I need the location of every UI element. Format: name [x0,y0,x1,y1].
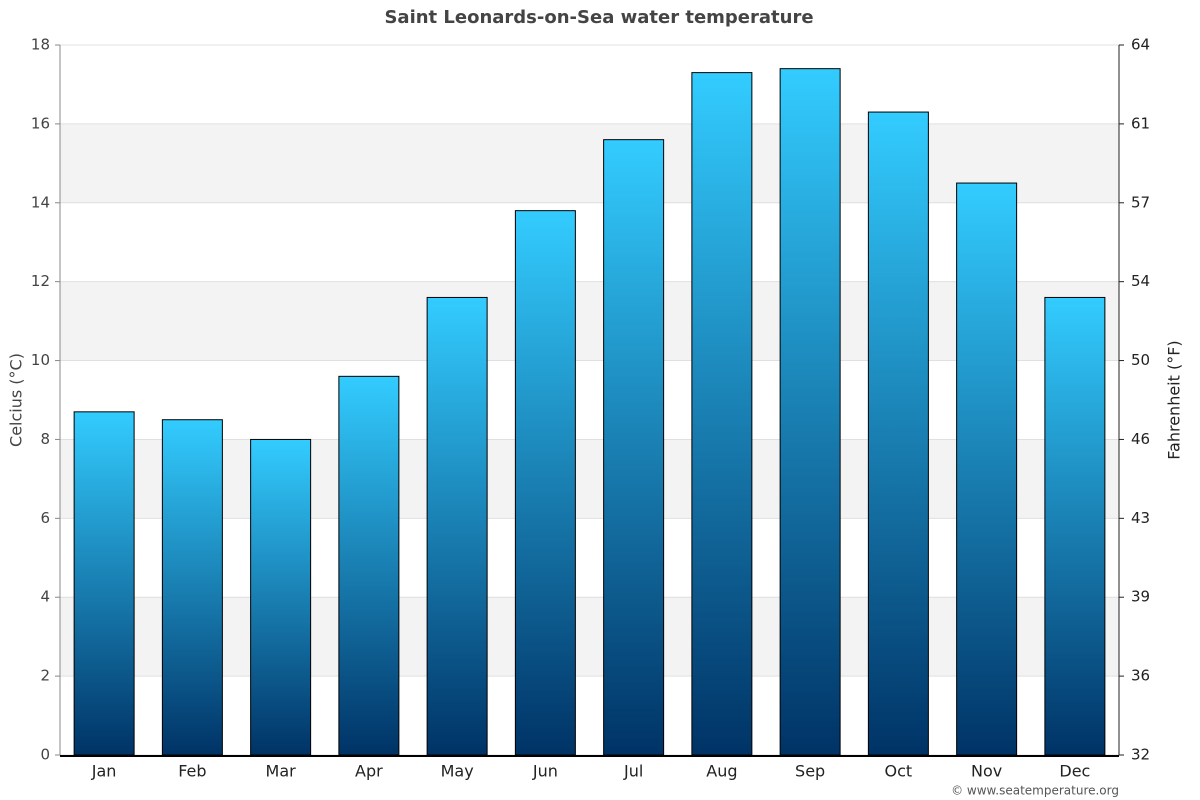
y-tick-label: 6 [40,509,50,527]
bar [250,438,312,756]
grid-band [60,597,1119,677]
y-tick-label: 12 [31,272,50,290]
x-tick-label: Apr [355,762,383,781]
x-tick-label: Nov [971,762,1002,781]
y-tick-label: 0 [40,746,50,764]
y2-tick-label: 57 [1131,193,1150,211]
y2-tick-label: 64 [1131,36,1150,54]
bar [603,139,665,756]
y-axis-title: Celcius (°C) [7,353,26,447]
y2-tick-label: 50 [1131,351,1150,369]
bar [73,411,135,756]
bar [161,419,223,756]
y2-axis-title: Fahrenheit (°F) [1165,340,1184,459]
bar [1044,296,1106,756]
y-tick-label: 14 [31,193,50,211]
y-tick-label: 16 [31,114,50,132]
bar [338,375,400,756]
source: © www.seatemperature.org [951,784,1119,798]
y2-tick-label: 43 [1131,509,1150,527]
y-tick-label: 2 [40,667,50,685]
x-tick-label: Jul [623,762,643,781]
grid-band [60,281,1119,361]
x-tick-label: Jan [91,762,117,781]
bar [426,296,488,756]
y-tick-label: 4 [40,588,50,606]
bar [779,68,841,756]
bar [956,182,1018,756]
y2-tick-label: 61 [1131,114,1150,132]
bar [867,111,929,756]
y2-tick-label: 32 [1131,746,1150,764]
chart-title: Saint Leonards-on-Sea water temperature [384,7,813,28]
y2-tick-label: 54 [1131,272,1150,290]
bar [691,72,753,756]
y2-tick-label: 39 [1131,588,1150,606]
x-tick-label: Sep [795,762,825,781]
x-tick-label: Mar [266,762,297,781]
x-tick-label: Jun [532,762,558,781]
y2-tick-label: 36 [1131,667,1150,685]
y-tick-label: 8 [40,430,50,448]
grid-band [60,123,1119,203]
x-tick-label: May [441,762,474,781]
bar [514,210,576,756]
x-tick-label: Aug [706,762,737,781]
x-tick-label: Dec [1059,762,1090,781]
y-tick-label: 18 [31,36,50,54]
x-tick-label: Feb [178,762,206,781]
grid-band [60,439,1119,519]
x-tick-label: Oct [885,762,913,781]
y-tick-label: 10 [31,351,50,369]
y2-tick-label: 46 [1131,430,1150,448]
